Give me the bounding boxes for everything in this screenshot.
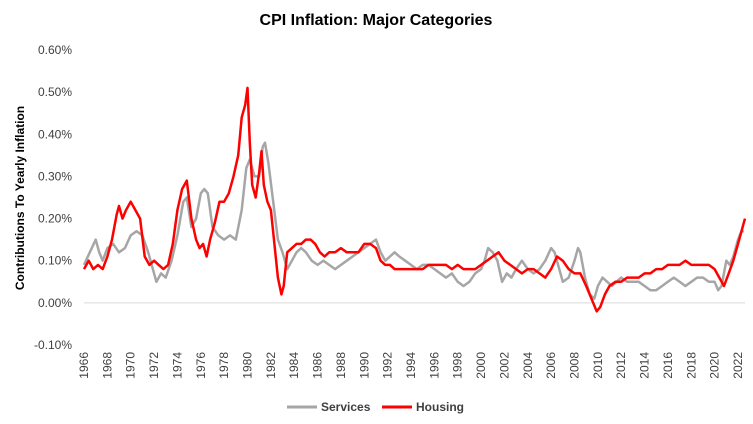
x-tick-label: 1966 <box>77 352 91 379</box>
x-tick-label: 2022 <box>731 352 745 379</box>
legend-label-housing: Housing <box>416 400 464 414</box>
series-line-services <box>82 141 744 300</box>
x-tick-label: 1994 <box>404 352 418 379</box>
x-tick-label: 1984 <box>287 352 301 379</box>
y-tick-label: -0.10% <box>34 338 72 352</box>
x-tick-label: 2006 <box>544 352 558 379</box>
x-tick-label: 2000 <box>474 352 488 379</box>
x-tick-label: 1992 <box>381 352 395 379</box>
x-axis-ticks: 1966 1968 1970 1972 1974 1976 1978 1980 1982 1984… <box>77 352 745 379</box>
x-tick-label: 2002 <box>497 352 511 379</box>
x-tick-label: 1974 <box>170 352 184 379</box>
x-tick-label: 1990 <box>357 352 371 379</box>
legend-label-services: Services <box>321 400 371 414</box>
x-tick-label: 1978 <box>217 352 231 379</box>
x-tick-label: 2014 <box>638 352 652 379</box>
y-tick-label: 0.40% <box>38 127 72 141</box>
x-tick-label: 2008 <box>567 352 581 379</box>
x-tick-label: 1976 <box>194 352 208 379</box>
x-tick-label: 1986 <box>311 352 325 379</box>
x-tick-label: 2016 <box>661 352 675 379</box>
x-tick-label: 2010 <box>591 352 605 379</box>
x-tick-label: 1972 <box>147 352 161 379</box>
y-tick-label: 0.60% <box>38 43 72 57</box>
y-axis-ticks: 0.60% 0.50% 0.40% 0.30% 0.20% 0.10% 0.00% -0.10… <box>34 43 72 352</box>
x-tick-label: 1996 <box>427 352 441 379</box>
chart-title: CPI Inflation: Major Categories <box>260 12 493 29</box>
x-tick-label: 2004 <box>521 352 535 379</box>
series-lines <box>82 86 747 313</box>
series-line-housing <box>82 86 747 313</box>
y-tick-label: 0.00% <box>38 296 72 310</box>
x-tick-label: 1968 <box>100 352 114 379</box>
x-tick-label: 1980 <box>240 352 254 379</box>
x-tick-label: 1998 <box>451 352 465 379</box>
x-tick-label: 2020 <box>708 352 722 379</box>
x-tick-label: 2018 <box>684 352 698 379</box>
x-tick-label: 1982 <box>264 352 278 379</box>
x-tick-label: 1988 <box>334 352 348 379</box>
y-tick-label: 0.30% <box>38 169 72 183</box>
y-tick-label: 0.10% <box>38 254 72 268</box>
y-axis-label: Contributions To Yearly Inflation <box>13 106 27 290</box>
x-tick-label: 2012 <box>614 352 628 379</box>
y-tick-label: 0.50% <box>38 85 72 99</box>
y-tick-label: 0.20% <box>38 212 72 226</box>
legend: Services Housing <box>287 400 464 414</box>
x-tick-label: 1970 <box>124 352 138 379</box>
